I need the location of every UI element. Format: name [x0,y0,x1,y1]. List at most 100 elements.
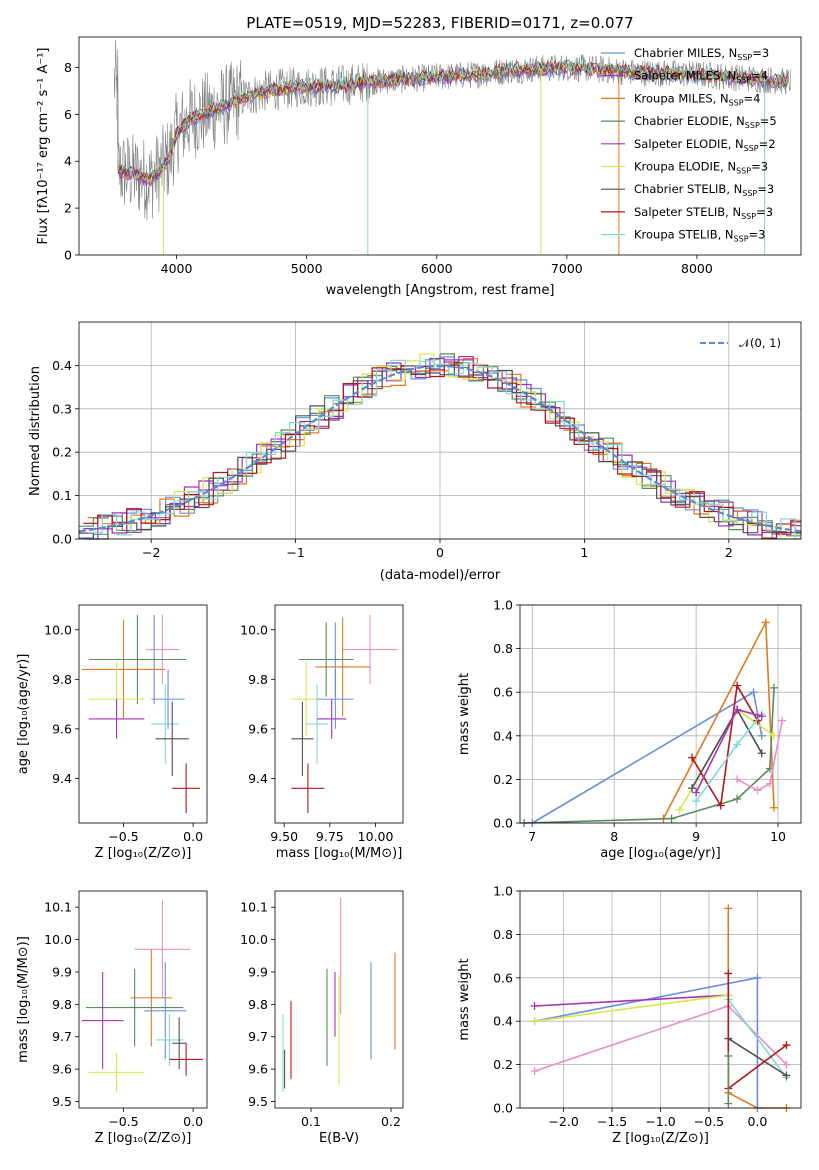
y-tick-label: 0.3 [52,401,72,416]
residual-histogram-1 [83,357,801,540]
weight-marker [757,712,766,721]
model-spectrum-8 [116,58,789,179]
y-tick-label: 10.0 [44,932,72,947]
y-tick-label: 0.2 [493,772,513,787]
y-tick-label: 9.5 [248,1094,268,1109]
y-tick-label: 0.6 [493,970,513,985]
legend-entry: Chabrier ELODIE, NSSP=5 [634,114,777,130]
x-tick-label: −2 [142,545,160,560]
y-tick-label: 9.6 [248,721,268,736]
weight-marker [733,740,742,749]
x-axis-label: age [log₁₀(age/yr)] [600,846,721,861]
weight-marker [765,779,774,788]
spectrum-plot: 4000 5000 6000 7000 8000 0 2 4 6 8 [64,36,802,276]
y-tick-label: 1.0 [493,598,513,613]
spectrum-xlabel: wavelength [Angstrom, rest frame] [326,283,555,298]
weight-marker [724,904,733,913]
weight-marker [778,716,787,725]
x-axis-label: Z [log₁₀(Z/Z⊙)] [95,1131,192,1146]
x-tick-label: 6000 [421,261,453,276]
weight-marker [688,784,697,793]
y-tick-label: 9.4 [52,771,72,786]
weight-marker [769,803,778,812]
weight-marker [692,797,701,806]
y-tick-label: 9.7 [248,1029,268,1044]
weight-marker [753,973,762,982]
x-tick-label: −0.5 [108,829,138,844]
residual-panel: −2 −1 0 1 2 0.0 0.1 0.2 0.3 0.4 (data-model)/erro… [28,321,802,583]
weight-marker [733,681,742,690]
axes-frame [78,604,208,824]
age-vs-metallicity-panel: −0.5 0.0 9.4 9.6 9.8 10.0 Z [log₁₀(Z/Z⊙)] age [… [16,604,208,861]
x-tick-label: 2 [725,545,733,560]
axes-frame [78,321,802,540]
weight-line-1 [534,976,759,1108]
y-tick-label: 9.9 [52,964,72,979]
weight-marker [692,788,701,797]
spectrum-ylabel: Flux [fλ10⁻¹⁷ erg cm⁻² s⁻¹ A⁻¹] [36,48,51,245]
x-tick-label: 7000 [551,261,583,276]
legend-entry: Salpeter STELIB, NSSP=3 [634,205,773,221]
x-axis-label: mass [log₁₀(M/M⊙)] [276,846,403,861]
gaussian-curve [78,364,802,533]
x-tick-label: 8000 [681,261,713,276]
weight-marker [688,753,697,762]
y-tick-label: 10.1 [240,900,268,915]
weight-marker [675,805,684,814]
mass-vs-ebv-panel: 0.1 0.2 9.5 9.6 9.7 9.8 9.9 10.0 10.1 E(B-V) [240,890,404,1146]
residual-histogram-6 [79,362,801,540]
weight-marker [749,688,758,697]
weight-marker [733,775,742,784]
y-axis-label: mass weight [457,958,472,1040]
x-tick-label: 8 [610,829,618,844]
residual-ylabel: Normed distribution [28,366,43,496]
residual-plot: −2 −1 0 1 2 0.0 0.1 0.2 0.3 0.4 [52,321,802,560]
y-tick-label: 9.8 [248,997,268,1012]
y-tick-label: 9.8 [52,672,72,687]
weight-line-5 [727,999,788,1079]
weight-marker [769,731,778,740]
weight-line-6 [727,1037,787,1077]
legend-entry: Salpeter ELODIE, NSSP=2 [634,137,776,153]
x-tick-label: 9 [692,829,700,844]
y-tick-label: 9.4 [248,771,268,786]
y-tick-label: 9.6 [52,721,72,736]
x-tick-label: 9.50 [270,829,298,844]
x-tick-label: 0.2 [381,1114,401,1129]
residual-xlabel: (data-model)/error [380,568,501,583]
weight-line-8 [736,720,783,792]
x-tick-label: −1.0 [645,1114,675,1129]
x-tick-label: 4000 [161,261,193,276]
y-axis-label: age [log₁₀(age/yr)] [16,654,31,775]
y-tick-label: 0.2 [52,445,72,460]
axes-frame [78,36,802,256]
y-tick-label: 0.8 [493,927,513,942]
weight-marker [667,814,676,823]
x-tick-label: 0.0 [747,1114,767,1129]
axes-frame [274,604,404,824]
weight-marker [782,1071,791,1080]
axes-frame [274,890,404,1109]
y-tick-label: 0.0 [52,532,72,547]
axes-frame [519,890,802,1109]
residual-histogram-8 [87,359,801,540]
y-axis-label: mass weight [457,673,472,755]
y-tick-label: 6 [64,107,72,122]
x-axis-label: Z [log₁₀(Z/Z⊙)] [95,846,192,861]
x-tick-label: −1.5 [597,1114,627,1129]
weight-marker [733,705,742,714]
y-tick-label: 0.0 [493,816,513,831]
y-tick-label: 9.8 [248,672,268,687]
x-axis-label: E(B-V) [319,1131,359,1146]
weight-marker [530,1017,539,1026]
y-tick-label: 0 [64,248,72,263]
y-tick-label: 8 [64,60,72,75]
legend-entry: Kroupa STELIB, NSSP=3 [634,228,765,244]
y-tick-label: 4 [64,154,72,169]
weight-vs-age-panel: 7 8 9 10 0.0 0.2 0.4 0.6 0.8 1.0 age [log₁₀(age/yr… [457,598,802,861]
y-tick-label: 0.1 [52,488,72,503]
y-tick-label: 0.4 [52,358,72,373]
legend-entry: Kroupa ELODIE, NSSP=3 [634,160,768,176]
y-tick-label: 2 [64,201,72,216]
